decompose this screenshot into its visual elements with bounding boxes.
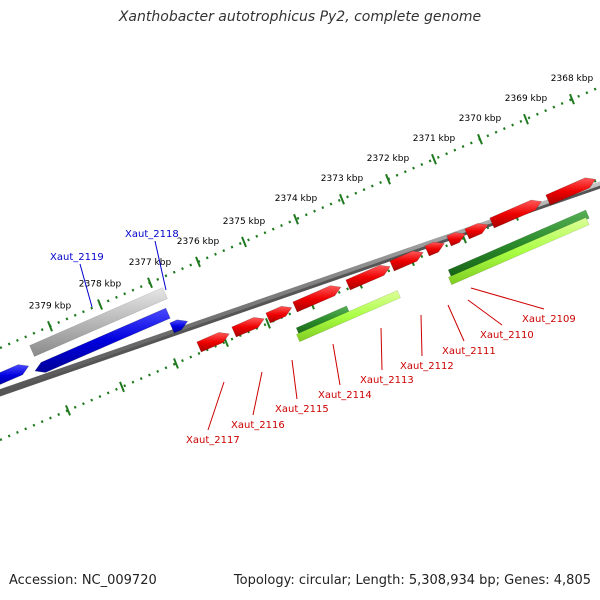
kbp-label: 2378 kbp <box>79 280 122 290</box>
kbp-label: 2371 kbp <box>413 134 456 144</box>
forward-cds-arrow <box>464 223 489 240</box>
kbp-label: 2379 kbp <box>29 301 72 311</box>
kbp-label: 2368 kbp <box>551 74 594 84</box>
reverse-cds-arrow <box>34 307 171 373</box>
kbp-label: 2373 kbp <box>321 174 364 184</box>
scale-tick <box>195 256 201 268</box>
leader-line <box>154 240 167 291</box>
forward-rna-bar <box>296 290 401 343</box>
forward-cds-arrow <box>446 232 467 247</box>
leader-line <box>291 359 298 400</box>
forward-cds-arrow <box>231 317 265 338</box>
reverse-cds-arrow <box>0 364 30 385</box>
feature-label-xaut_2115: Xaut_2115 <box>275 404 329 415</box>
genome-summary-text: Topology: circular; Length: 5,308,934 bp… <box>233 573 591 588</box>
scale-tick <box>569 93 575 105</box>
leader-line <box>420 314 423 357</box>
feature-label-xaut_2117: Xaut_2117 <box>186 435 240 446</box>
scale-tick <box>119 381 125 393</box>
kbp-label: 2372 kbp <box>367 154 410 164</box>
leader-line <box>470 287 545 310</box>
kbp-label: 2377 kbp <box>129 258 172 268</box>
lower-scale-line <box>0 177 600 442</box>
forward-cds-arrow <box>196 332 230 353</box>
scale-tick <box>147 277 153 289</box>
feature-label-xaut_2116: Xaut_2116 <box>231 420 285 431</box>
kbp-label: 2369 kbp <box>505 94 548 104</box>
forward-cds-arrow <box>389 250 424 272</box>
scale-tick <box>173 358 179 369</box>
scale-tick <box>265 318 271 329</box>
feature-label-xaut_2113: Xaut_2113 <box>360 375 414 386</box>
feature-label-xaut_2118: Xaut_2118 <box>125 229 179 240</box>
scale-tick <box>477 133 483 145</box>
feature-label-xaut_2114: Xaut_2114 <box>318 390 372 401</box>
scale-tick <box>523 113 529 125</box>
feature-label-xaut_2111: Xaut_2111 <box>442 346 496 357</box>
scale-tick <box>65 405 71 416</box>
scale-tick <box>241 236 247 248</box>
kbp-label: 2375 kbp <box>223 217 266 227</box>
kbp-label: 2374 kbp <box>275 194 318 204</box>
scale-tick <box>385 173 391 185</box>
forward-cds-arrow <box>545 177 597 206</box>
forward-cds-arrow <box>265 305 293 324</box>
scale-tick <box>97 299 103 310</box>
leader-line <box>207 381 225 431</box>
reverse-gene-bar <box>29 287 168 357</box>
leader-line <box>79 263 93 308</box>
leader-line <box>252 371 263 416</box>
kbp-label: 2376 kbp <box>177 237 220 247</box>
map-title: Xanthobacter autotrophicus Py2, complete… <box>118 9 482 25</box>
scale-tick <box>47 320 53 332</box>
feature-label-xaut_2112: Xaut_2112 <box>400 361 454 372</box>
forward-rna-bar <box>448 217 590 286</box>
scale-tick <box>293 213 299 225</box>
leader-line <box>380 327 383 371</box>
kbp-label: 2370 kbp <box>459 114 502 124</box>
scale-tick <box>431 153 437 165</box>
leader-line <box>332 343 341 386</box>
forward-cds-arrow <box>345 264 391 291</box>
leader-line <box>467 299 503 326</box>
forward-cds-arrow <box>489 199 543 229</box>
leader-line <box>447 304 465 342</box>
feature-label-xaut_2119: Xaut_2119 <box>50 252 104 263</box>
accession-text: Accession: NC_009720 <box>9 573 157 588</box>
feature-label-xaut_2110: Xaut_2110 <box>480 330 534 341</box>
scale-tick <box>339 193 345 205</box>
feature-label-xaut_2109: Xaut_2109 <box>522 314 576 325</box>
reverse-cds-arrow <box>169 319 189 334</box>
forward-cds-arrow <box>424 241 445 257</box>
forward-cds-arrow <box>292 285 342 313</box>
